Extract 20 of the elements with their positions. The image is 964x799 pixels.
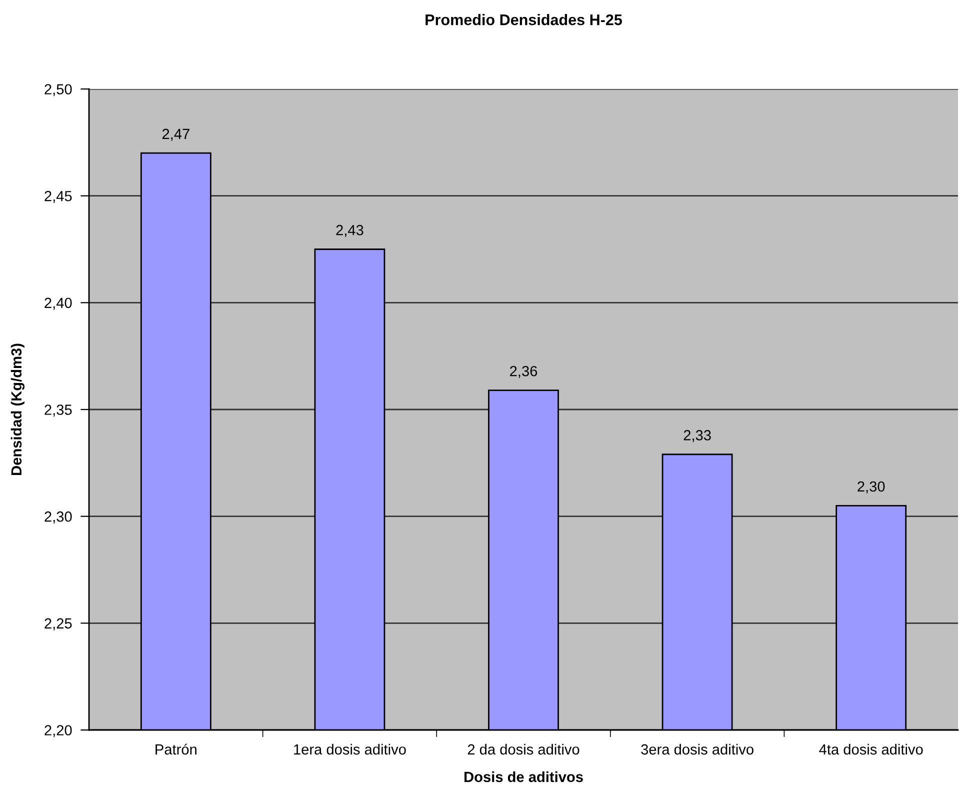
y-tick-label: 2,20 (44, 725, 72, 738)
x-tick-label: 1era dosis aditivo (294, 744, 406, 755)
y-tick-label: 2,25 (44, 618, 72, 630)
y-tick-label: 2,40 (44, 298, 72, 310)
x-tick-label: 4ta dosis aditivo (819, 744, 923, 755)
x-tick-label: Patrón (156, 744, 196, 755)
data-label: 2,33 (684, 430, 711, 442)
data-label: 2,43 (336, 224, 364, 237)
x-axis-title: Dosis de aditivos (464, 771, 583, 782)
chart-title: Promedio Densidades H-25 (426, 14, 622, 26)
y-tick-label: 2,50 (44, 84, 72, 96)
data-label: 2,47 (162, 128, 190, 141)
data-label: 2,36 (510, 366, 538, 378)
y-axis-title: Densidad (Kg/dm3) (10, 344, 25, 475)
x-tick-label: 2 da dosis aditivo (468, 744, 580, 755)
x-tick-label: 3era dosis aditivo (641, 744, 754, 755)
y-tick-label: 2,45 (44, 190, 72, 203)
y-tick-label: 2,35 (44, 404, 72, 417)
y-tick-label: 2,30 (44, 511, 72, 524)
data-label: 2,30 (858, 481, 885, 494)
